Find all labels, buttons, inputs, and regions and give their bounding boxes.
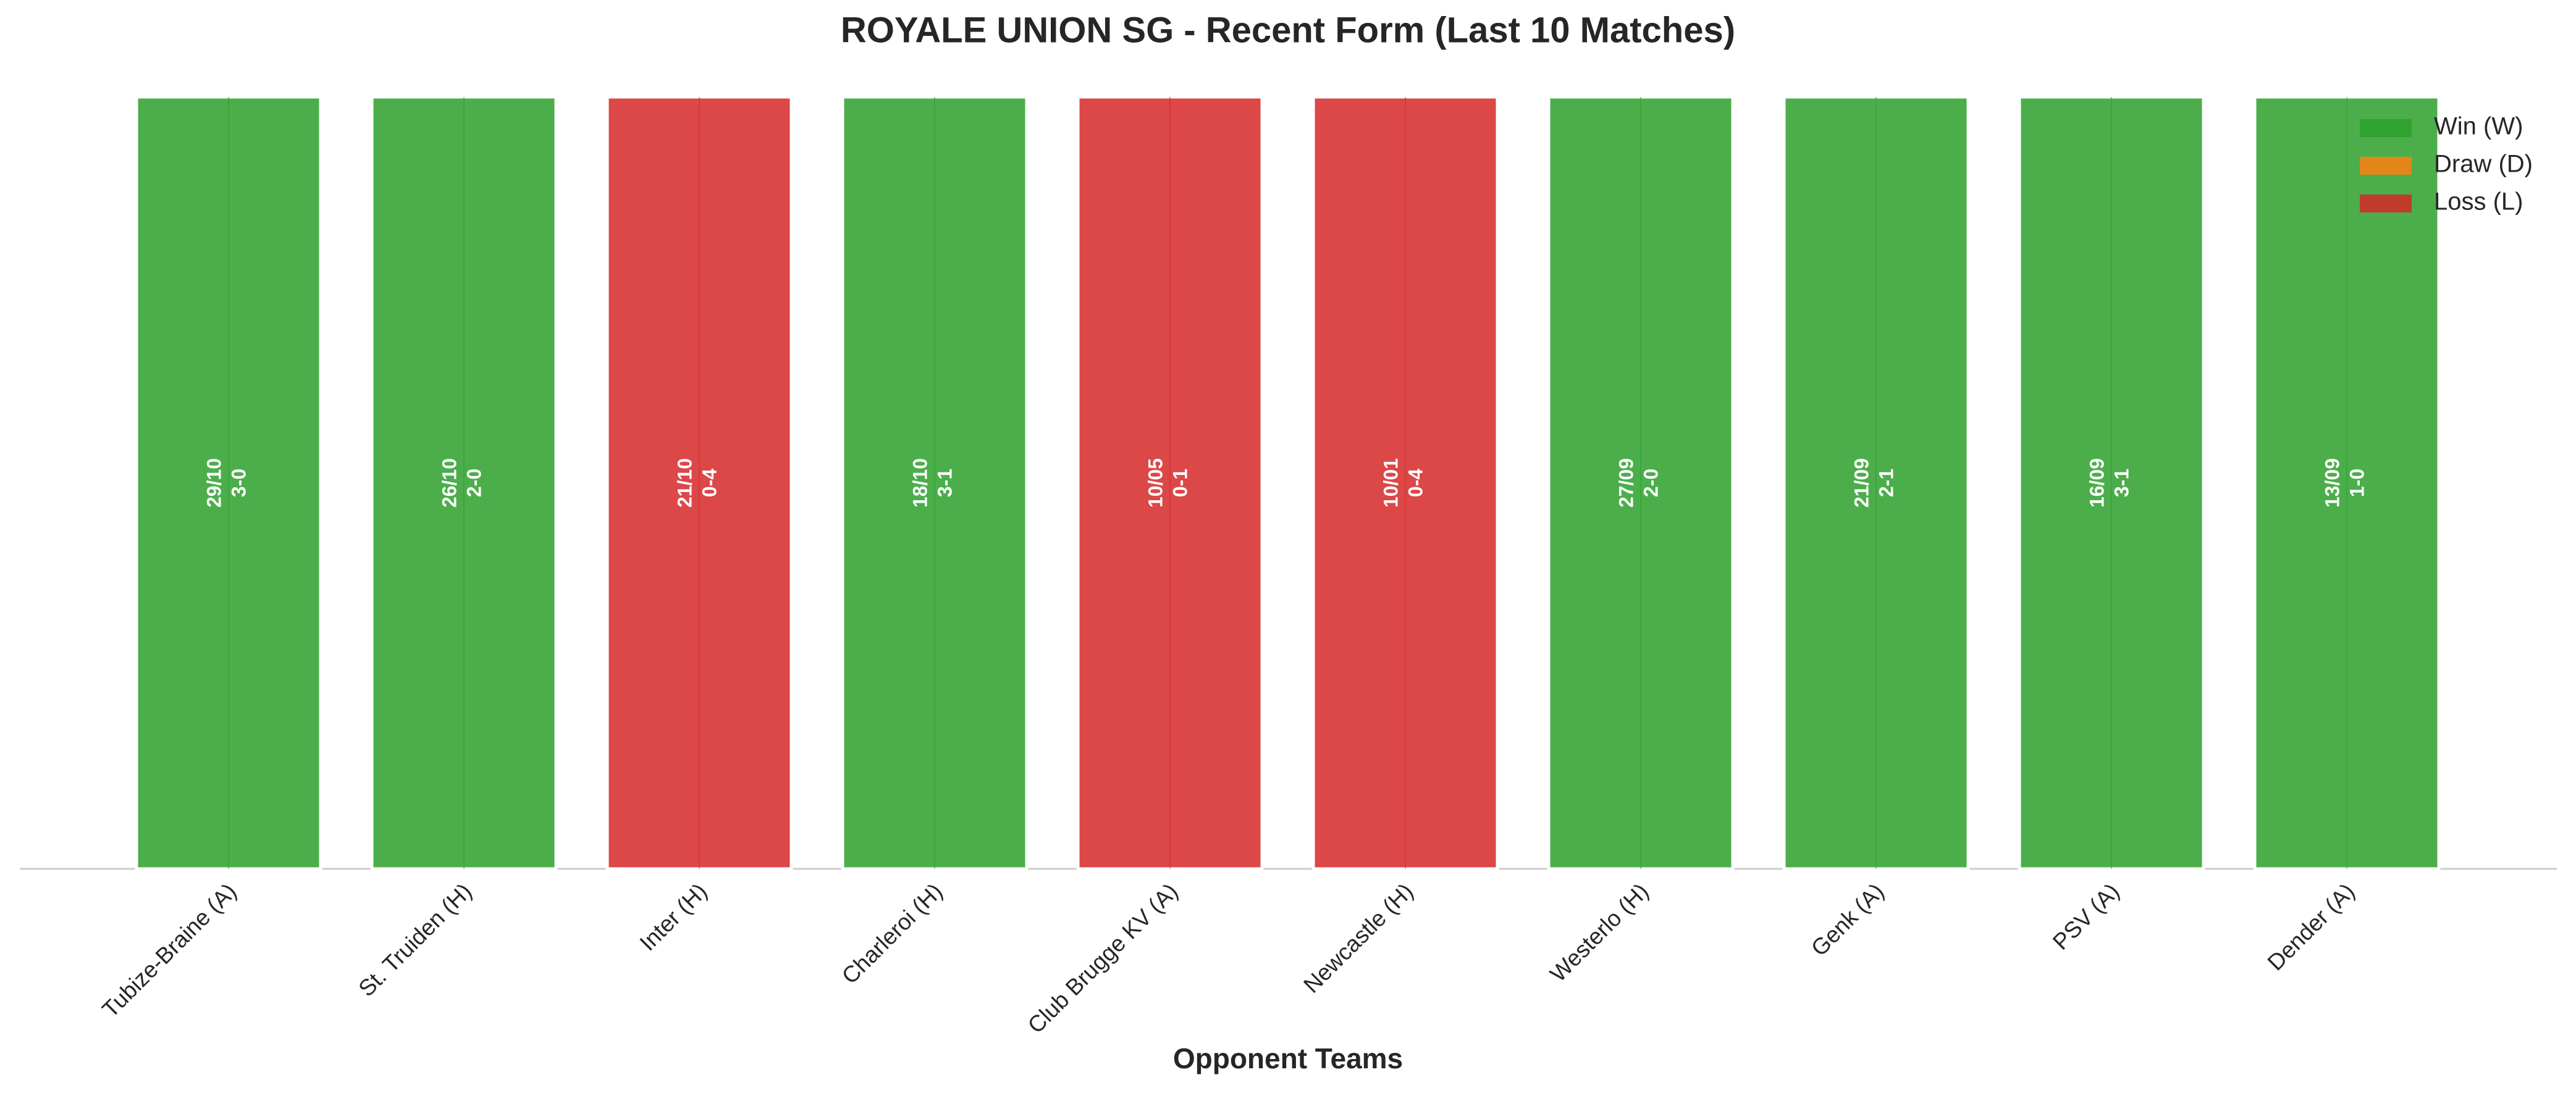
legend-swatch	[2360, 119, 2412, 137]
bar-score-label: 0-4	[1404, 469, 1426, 497]
bar-score-label: 3-1	[2110, 469, 2132, 497]
x-tick-label: Newcastle (H)	[1299, 879, 1418, 998]
bar-date-label: 26/10	[438, 458, 460, 508]
legend-label: Loss (L)	[2434, 188, 2523, 216]
x-tick-label: Dender (A)	[2263, 879, 2360, 976]
bar-score-label: 2-0	[1639, 469, 1662, 497]
legend-label: Win (W)	[2434, 113, 2523, 140]
bar-score-label: 3-0	[227, 469, 250, 497]
bar-date-label: 18/10	[909, 458, 931, 508]
bar-date-label: 10/01	[1379, 458, 1402, 508]
bar-score-label: 0-4	[698, 469, 720, 497]
bar-score-label: 2-0	[463, 469, 485, 497]
bar-score-label: 3-1	[933, 469, 956, 497]
legend-swatch	[2360, 157, 2412, 175]
x-tick-label: Charleroi (H)	[837, 879, 948, 989]
bar-date-label: 27/09	[1615, 458, 1637, 508]
bar-score-label: 1-0	[2346, 469, 2368, 497]
legend-swatch	[2360, 195, 2412, 212]
bar-date-label: 21/09	[1850, 458, 1872, 508]
bar-date-label: 29/10	[203, 458, 225, 508]
x-tick-label: St. Truiden (H)	[353, 879, 476, 1002]
x-tick-label: Westerlo (H)	[1545, 879, 1653, 987]
legend-label: Draw (D)	[2434, 151, 2533, 178]
bar-date-label: 16/09	[2086, 458, 2108, 508]
bar-date-label: 13/09	[2321, 458, 2343, 508]
x-tick-label: Inter (H)	[635, 879, 712, 956]
bar-score-label: 2-1	[1875, 469, 1897, 497]
x-tick-label: Tubize-Braine (A)	[98, 879, 242, 1023]
x-tick-label: PSV (A)	[2048, 879, 2124, 955]
x-axis-title: Opponent Teams	[1173, 1042, 1403, 1074]
x-tick-label: Genk (A)	[1806, 879, 1889, 961]
chart-title: ROYALE UNION SG - Recent Form (Last 10 M…	[841, 10, 1735, 50]
bar-date-label: 21/10	[673, 458, 696, 508]
bar-date-label: 10/05	[1144, 458, 1166, 508]
bar-score-label: 0-1	[1169, 469, 1191, 497]
x-tick-label: Club Brugge KV (A)	[1023, 879, 1183, 1039]
